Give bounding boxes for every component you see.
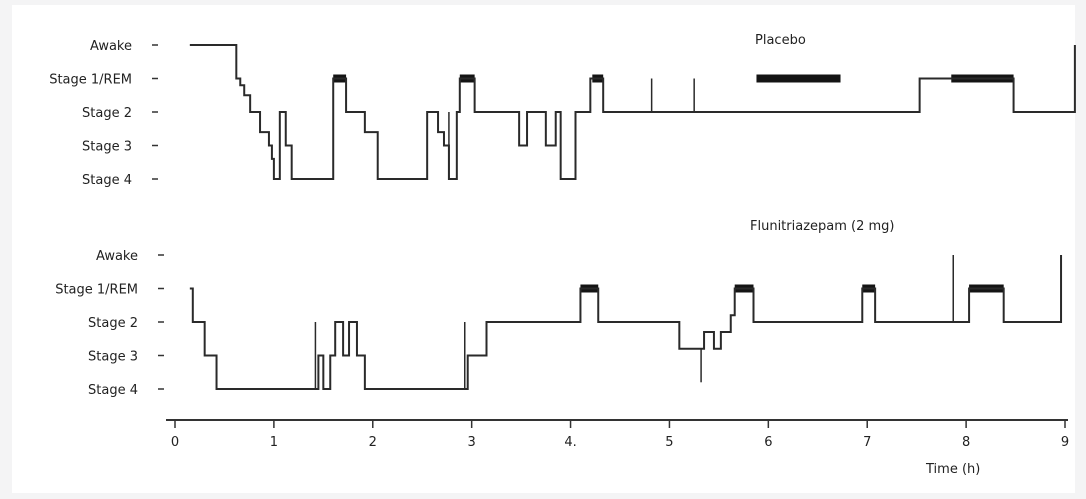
time-axis: 0 1 2 3 4. 5 6 7 8 9 Time (h) [166, 419, 1069, 477]
flunitrazepam-rem-blocks [580, 284, 1004, 293]
placebo-panel: Placebo Awake Stage 1/REM Stage 2 Stage 3 St… [49, 33, 1076, 188]
placebo-stage-label-2: Stage 2 [82, 106, 132, 121]
time-tick-label-4: 4. [564, 435, 576, 450]
placebo-stage-label-0: Awake [90, 39, 132, 54]
flunitrazepam-stage-label-2: Stage 2 [88, 316, 138, 331]
time-tick-label-8: 8 [962, 435, 970, 450]
placebo-rem-block-3 [756, 74, 841, 83]
placebo-stage-label-3: Stage 3 [82, 140, 132, 155]
time-axis-ticks: 0 1 2 3 4. 5 6 7 8 9 [171, 420, 1069, 450]
time-tick-label-7: 7 [863, 435, 871, 450]
flunitrazepam-stage-label-3: Stage 3 [88, 350, 138, 365]
time-axis-label: Time (h) [925, 462, 980, 477]
placebo-title: Placebo [755, 33, 806, 48]
time-tick-label-3: 3 [468, 435, 476, 450]
placebo-stage-label-1: Stage 1/REM [49, 73, 132, 88]
placebo-y-axis: Awake Stage 1/REM Stage 2 Stage 3 Stage 4 [49, 39, 158, 188]
flunitrazepam-title: Flunitriazepam (2 mg) [750, 219, 895, 234]
time-tick-label-5: 5 [665, 435, 673, 450]
time-tick-label-2: 2 [369, 435, 377, 450]
time-tick-label-9: 9 [1061, 435, 1069, 450]
flunitrazepam-hypnogram-line [189, 255, 1063, 390]
flunitrazepam-stage-label-0: Awake [96, 249, 138, 264]
placebo-spikes [448, 78, 695, 179]
flunitrazepam-spikes [314, 255, 955, 389]
flunitrazepam-stage-label-1: Stage 1/REM [55, 283, 138, 298]
flunitrazepam-panel: Flunitriazepam (2 mg) Awake Stage 1/REM St… [55, 219, 1063, 398]
time-tick-label-0: 0 [171, 435, 179, 450]
time-tick-label-6: 6 [764, 435, 772, 450]
placebo-rem-blocks [333, 74, 1014, 83]
placebo-hypnogram-line [189, 44, 1076, 180]
flunitrazepam-stage-label-4: Stage 4 [88, 383, 138, 398]
chart-panel [12, 5, 1075, 493]
flunitrazepam-y-axis: Awake Stage 1/REM Stage 2 Stage 3 Stage 4 [55, 249, 164, 398]
placebo-stage-label-4: Stage 4 [82, 173, 132, 188]
time-tick-label-1: 1 [270, 435, 278, 450]
